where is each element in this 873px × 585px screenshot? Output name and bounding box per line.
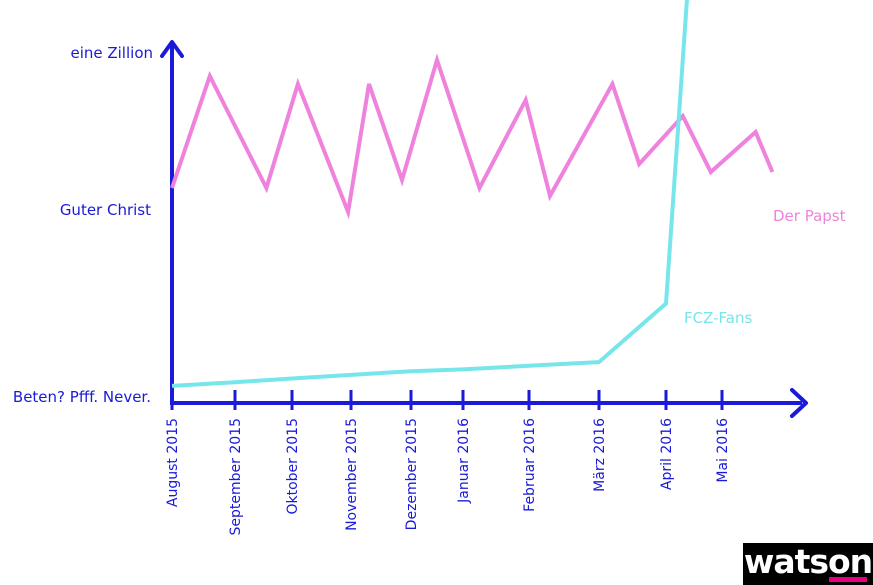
x-tick-label: Oktober 2015	[285, 418, 301, 515]
x-tick-label: Januar 2016	[456, 418, 472, 504]
x-tick-label: Dezember 2015	[404, 418, 420, 530]
y-tick-label: eine Zillion	[70, 44, 153, 62]
axes	[160, 40, 808, 418]
x-tick-labels: August 2015 September 2015 Oktober 2015 Nov…	[165, 418, 731, 536]
y-axis-arrow	[160, 40, 184, 58]
x-axis-arrow	[790, 388, 808, 418]
x-tick-label: August 2015	[165, 418, 181, 507]
x-tick-label: Februar 2016	[522, 418, 538, 512]
series-label: FCZ-Fans	[684, 309, 752, 327]
y-tick-label: Beten? Pfff. Never.	[13, 388, 151, 406]
x-tick-label: November 2015	[344, 418, 360, 531]
x-tick-label: Mai 2016	[715, 418, 731, 483]
watson-logo: watson	[743, 543, 873, 585]
series-line	[170, 53, 775, 220]
y-tick-label: Guter Christ	[60, 201, 151, 219]
x-tick-label: April 2016	[659, 418, 675, 490]
series-labels: Der Papst FCZ-Fans	[684, 207, 846, 327]
logo-text: watson	[743, 542, 873, 581]
series-line	[171, 0, 689, 388]
series-label: Der Papst	[773, 207, 846, 225]
x-tick-label: September 2015	[228, 418, 244, 535]
x-ticks	[170, 390, 724, 410]
y-tick-labels: Beten? Pfff. Never. Guter Christ eine Zill…	[13, 44, 153, 406]
x-tick-label: März 2016	[592, 418, 608, 492]
series	[170, 0, 775, 388]
logo-underline	[829, 577, 867, 582]
